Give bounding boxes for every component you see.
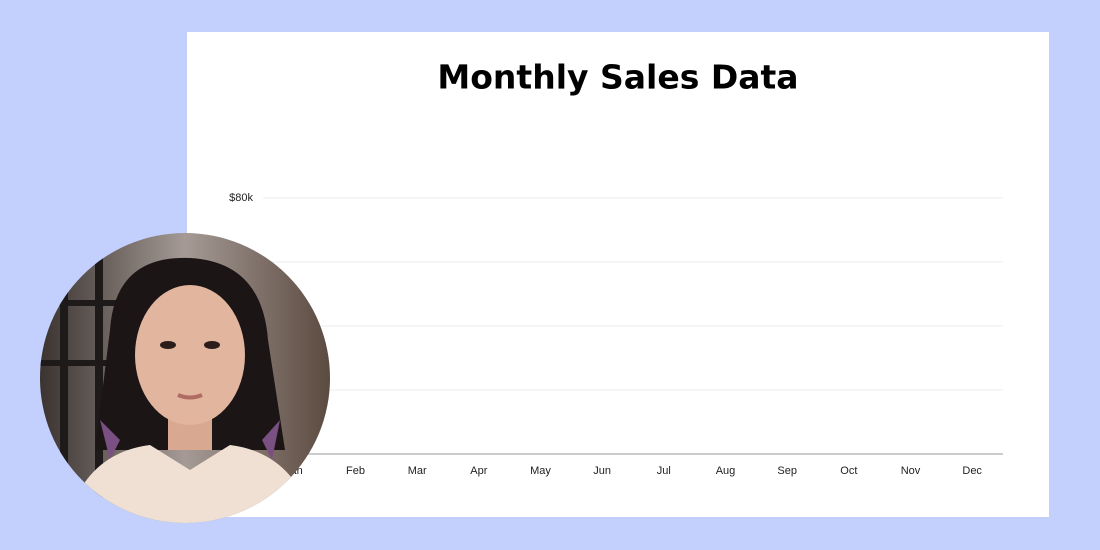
chart-card — [187, 32, 1049, 517]
x-tick-label: Feb — [346, 465, 365, 477]
plot-area: $80kJanFebMarAprMayJunJulAugSepOctNovDec — [229, 192, 1003, 477]
x-tick-label: May — [530, 465, 551, 477]
x-tick-label: Nov — [901, 465, 921, 477]
chart-title: Monthly Sales Data — [437, 58, 798, 97]
x-tick-label: Apr — [470, 465, 487, 477]
x-tick-label: Mar — [408, 465, 427, 477]
y-tick-label: $80k — [229, 192, 253, 204]
webcam-video — [40, 233, 330, 523]
x-tick-label: Dec — [962, 465, 982, 477]
x-tick-label: Oct — [840, 465, 857, 477]
x-tick-label: Aug — [716, 465, 736, 477]
x-tick-label: Jun — [593, 465, 611, 477]
x-tick-label: Sep — [777, 465, 797, 477]
x-tick-label: Jul — [657, 465, 671, 477]
